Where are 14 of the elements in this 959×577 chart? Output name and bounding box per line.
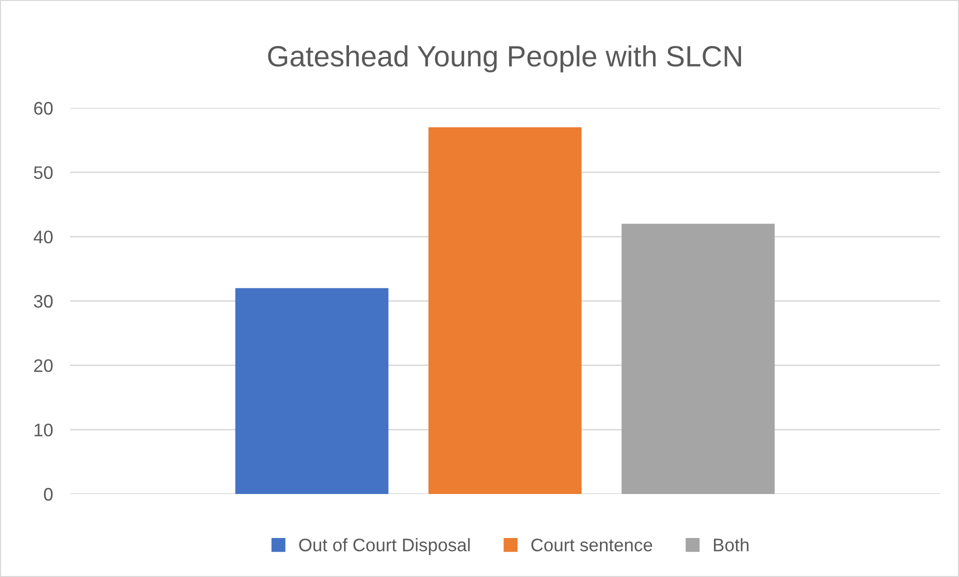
legend-label: Court sentence: [531, 538, 652, 552]
y-tick-label: 50: [34, 166, 53, 180]
y-tick-label: 60: [34, 102, 53, 115]
bar: [428, 127, 582, 494]
y-tick-label: 0: [44, 488, 53, 501]
y-tick-label: 20: [34, 359, 53, 372]
legend-label: Both: [714, 538, 748, 552]
y-tick-label: 40: [34, 230, 53, 244]
chart-title: Gateshead Young People with SLCN: [268, 45, 742, 72]
bar: [622, 224, 775, 494]
y-tick-label: 10: [34, 424, 53, 436]
bar: [235, 288, 388, 494]
y-tick-label: 30: [34, 294, 53, 308]
legend-label: Out of Court Disposal: [299, 538, 470, 555]
